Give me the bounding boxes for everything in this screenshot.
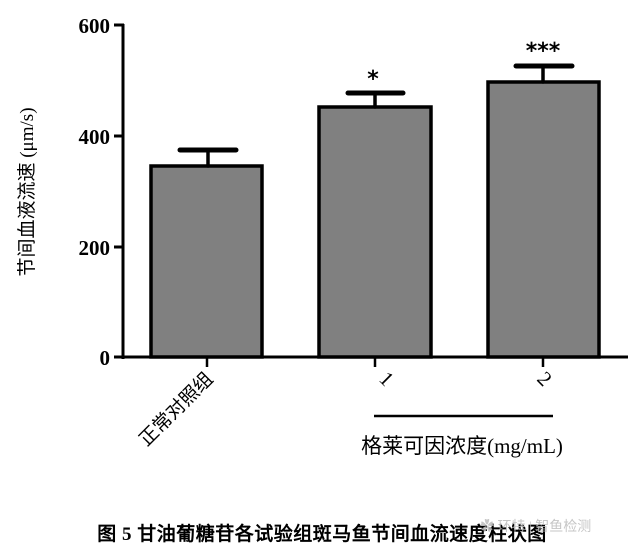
x-group-label: 格莱可因浓度(mg/mL)	[361, 434, 563, 458]
significance-markers: * ***	[367, 39, 561, 92]
significance-bar-3: ***	[526, 39, 561, 64]
bar-control	[149, 164, 264, 359]
figure-caption: 图 5 甘油葡糖苷各试验组斑马鱼节间血流速度柱状图	[97, 524, 547, 545]
significance-bar-2: *	[367, 67, 379, 92]
watermark: ✿ 环特 | 智鱼检测	[480, 520, 592, 535]
y-tick-400: 400	[79, 125, 111, 149]
y-tick-200: 200	[79, 236, 111, 260]
x-ticks	[205, 357, 545, 367]
error-bars	[177, 63, 575, 168]
x-label-dose-1: 1	[374, 367, 398, 391]
x-label-control: 正常对照组	[135, 368, 218, 451]
bar-dose-2	[486, 80, 601, 359]
bar-dose-1	[317, 105, 433, 359]
y-tick-0: 0	[100, 346, 111, 370]
y-tick-600: 600	[79, 14, 111, 38]
y-ticks	[114, 23, 124, 359]
bars	[149, 80, 601, 359]
x-label-dose-2: 2	[532, 367, 556, 391]
y-tick-labels: 600 400 200 0	[79, 14, 111, 370]
y-axis-label: 节间血液流速 (μm/s)	[16, 107, 38, 276]
